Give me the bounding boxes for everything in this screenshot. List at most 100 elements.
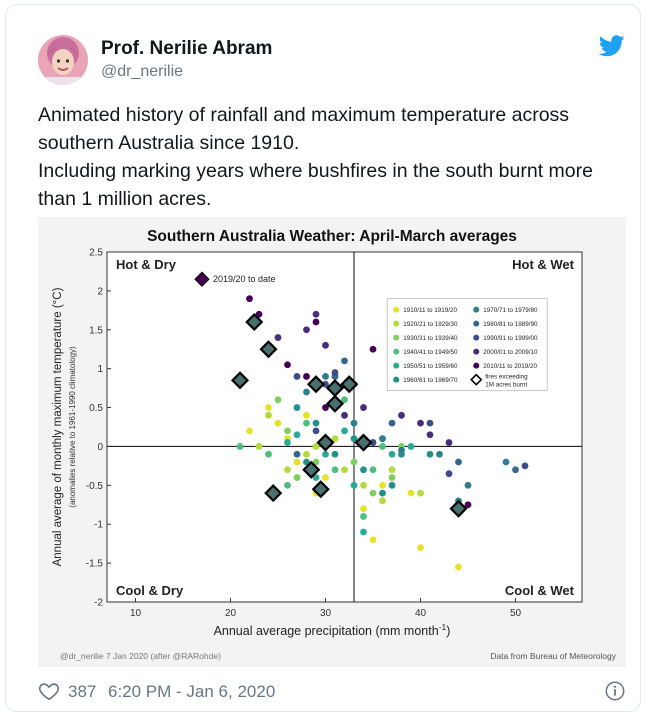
y-tick-label: 2.5 bbox=[89, 248, 103, 259]
data-point bbox=[426, 450, 434, 458]
fire-year-diamond bbox=[449, 499, 468, 518]
author-name[interactable]: Prof. Nerilie Abram bbox=[101, 38, 273, 59]
legend-swatch bbox=[473, 334, 480, 341]
chart-image[interactable]: Southern Australia Weather: April-March … bbox=[38, 217, 626, 667]
twitter-bird-icon[interactable] bbox=[599, 35, 625, 57]
data-point bbox=[360, 404, 367, 411]
scatter-chart: Southern Australia Weather: April-March … bbox=[52, 228, 617, 661]
x-tick-label: 40 bbox=[415, 608, 427, 619]
legend-label: fires exceeding bbox=[485, 374, 528, 381]
legend-swatch bbox=[473, 306, 480, 313]
data-point bbox=[398, 411, 405, 419]
fire-year-diamond bbox=[325, 394, 345, 413]
info-icon[interactable] bbox=[604, 680, 626, 702]
author-handle[interactable]: @dr_nerilie bbox=[101, 63, 184, 80]
quadrant-label-cool-wet: Cool & Wet bbox=[505, 583, 575, 598]
data-point bbox=[312, 427, 320, 435]
data-point bbox=[293, 458, 301, 466]
legend-label: 1960/61 to 1969/70 bbox=[403, 377, 458, 384]
y-tick-label: -2 bbox=[94, 598, 103, 609]
annotation-2019-20: 2019/20 to date bbox=[213, 274, 276, 284]
data-point bbox=[284, 439, 291, 446]
fire-year-diamond bbox=[316, 433, 335, 452]
data-point bbox=[293, 404, 301, 411]
data-point bbox=[502, 458, 510, 466]
data-point bbox=[369, 345, 377, 353]
data-point bbox=[360, 528, 367, 536]
y-tick-label: -1 bbox=[94, 520, 103, 531]
data-point bbox=[293, 373, 301, 380]
data-point bbox=[265, 404, 272, 411]
legend-label: 1940/41 to 1949/50 bbox=[403, 349, 458, 356]
y-tick-label: 0.5 bbox=[89, 403, 103, 414]
data-point bbox=[379, 481, 386, 489]
legend-swatch bbox=[393, 348, 400, 355]
tweet-text: Animated history of rainfall and maximum… bbox=[38, 101, 628, 213]
legend-swatch bbox=[393, 334, 400, 341]
data-point bbox=[445, 470, 453, 478]
data-point bbox=[388, 481, 396, 489]
data-point bbox=[274, 396, 282, 404]
heart-icon[interactable] bbox=[38, 680, 60, 702]
data-point bbox=[379, 435, 386, 443]
data-point bbox=[350, 458, 358, 466]
chart-footer-source: Data from Bureau of Meteorology bbox=[490, 651, 616, 661]
data-point bbox=[369, 489, 377, 497]
legend-swatch bbox=[393, 320, 400, 327]
chart-title: Southern Australia Weather: April-March … bbox=[147, 228, 517, 245]
like-count[interactable]: 387 bbox=[68, 682, 97, 701]
data-point bbox=[360, 513, 367, 520]
quadrant-label-hot-wet: Hot & Wet bbox=[512, 257, 575, 272]
data-point bbox=[293, 431, 301, 439]
data-point bbox=[398, 446, 405, 454]
data-point bbox=[255, 310, 263, 318]
data-point bbox=[312, 310, 320, 318]
data-point bbox=[312, 458, 320, 466]
data-point bbox=[341, 466, 348, 474]
x-axis-label-sup: -1 bbox=[439, 622, 447, 632]
data-point bbox=[379, 443, 386, 450]
data-point bbox=[388, 466, 396, 474]
legend-diamond bbox=[470, 373, 483, 386]
tweet-timestamp[interactable]: 6:20 PM - Jan 6, 2020 bbox=[108, 682, 276, 701]
legend-label: 1980/81 to 1989/90 bbox=[483, 321, 538, 328]
data-point bbox=[455, 458, 462, 466]
fire-year-diamond bbox=[194, 271, 210, 287]
data-point bbox=[322, 474, 329, 481]
data-point bbox=[436, 450, 443, 458]
data-point bbox=[445, 439, 453, 446]
data-point bbox=[265, 450, 272, 458]
data-point bbox=[303, 388, 310, 396]
data-point bbox=[331, 435, 339, 443]
axis-ticks: 10 20 30 40 50 -2 -1.5 -1 -0.5 0 0.5 1 1.5 2 2.5 bbox=[86, 248, 522, 620]
data-point bbox=[417, 419, 424, 427]
data-point bbox=[388, 419, 396, 427]
data-point bbox=[322, 373, 329, 380]
fire-year-diamond bbox=[245, 312, 264, 332]
data-point bbox=[464, 481, 472, 489]
legend-box bbox=[386, 298, 548, 392]
y-tick-label: 2 bbox=[97, 286, 103, 297]
tweet-text-line: Including marking years where bushfires … bbox=[38, 160, 593, 182]
tweet-footer: 387 6:20 PM - Jan 6, 2020 bbox=[38, 680, 628, 704]
tweet-card: Prof. Nerilie Abram @dr_nerilie Animated… bbox=[5, 4, 641, 712]
data-point bbox=[322, 341, 329, 349]
data-point bbox=[341, 411, 348, 419]
data-point bbox=[284, 361, 291, 369]
chart-legend: 1910/11 to 1919/20 1920/21 to 1929/30 1930… bbox=[386, 298, 548, 392]
fire-year-diamond bbox=[230, 371, 250, 390]
legend-swatch bbox=[473, 320, 480, 327]
data-point bbox=[417, 489, 424, 497]
legend-swatch bbox=[393, 376, 400, 383]
data-point bbox=[341, 396, 348, 404]
data-point bbox=[265, 411, 272, 419]
data-point bbox=[303, 458, 310, 466]
legend-label: 2010/11 to 2019/20 bbox=[483, 363, 537, 370]
data-point bbox=[360, 505, 367, 513]
data-point bbox=[388, 474, 396, 481]
fire-year-diamond bbox=[340, 375, 359, 394]
legend-swatch bbox=[393, 362, 400, 369]
avatar[interactable] bbox=[38, 35, 88, 85]
data-point bbox=[331, 466, 339, 474]
legend-label: 1910/11 to 1919/20 bbox=[403, 307, 457, 314]
